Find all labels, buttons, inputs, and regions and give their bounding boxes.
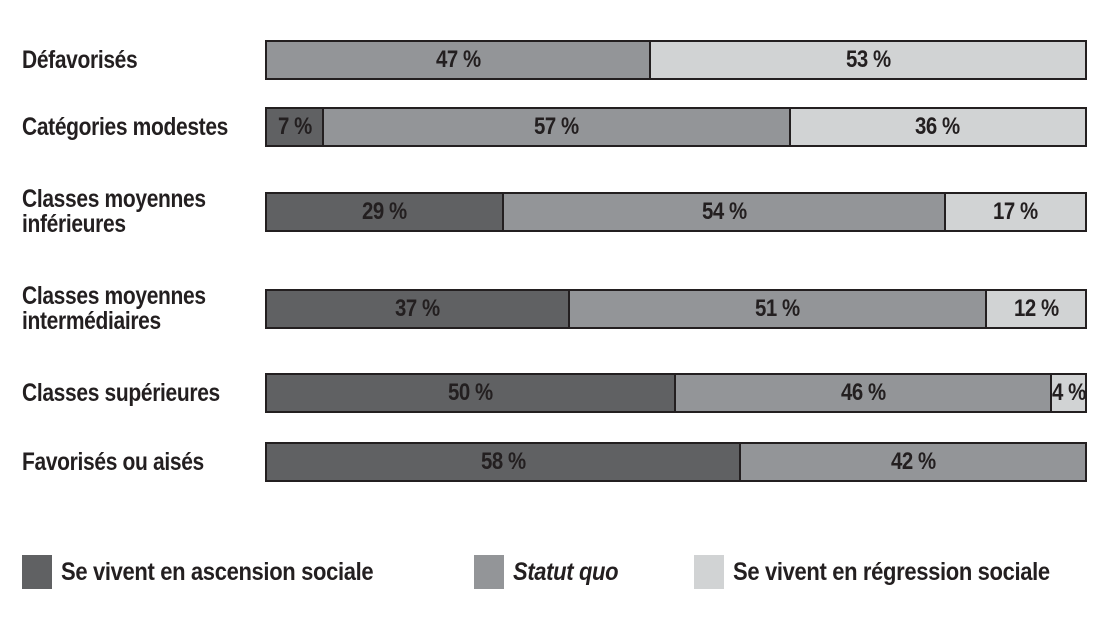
bar-segment-statut-quo: 42 % — [741, 444, 1085, 480]
chart-row: Classes supérieures 50 % 46 % 4 % — [0, 373, 1114, 413]
legend-label: Se vivent en régression sociale — [733, 557, 1050, 586]
chart-row: Défavorisés 47 % 53 % — [0, 40, 1114, 80]
segment-value-label: 54 % — [701, 198, 747, 225]
segment-value-label: 47 % — [435, 46, 481, 73]
chart-row: Catégories modestes 7 % 57 % 36 % — [0, 107, 1114, 147]
segment-value-label: 51 % — [754, 295, 800, 322]
legend-swatch-ascension — [22, 555, 52, 589]
bar-segment-statut-quo: 47 % — [267, 42, 652, 78]
category-label: Classes supérieures — [22, 373, 224, 413]
bar-segment-ascension: 7 % — [267, 109, 325, 145]
legend-swatch-regression — [694, 555, 724, 589]
chart-row: Favorisés ou aisés 58 % 42 % — [0, 442, 1114, 482]
segment-value-label: 58 % — [480, 448, 526, 475]
legend-item: Se vivent en ascension sociale — [22, 554, 416, 590]
segment-value-label: 12 % — [1013, 295, 1059, 322]
segment-value-label: 29 % — [362, 198, 408, 225]
stacked-bar: 37 % 51 % 12 % — [265, 289, 1087, 329]
category-label: Catégories modestes — [22, 107, 229, 147]
segment-value-label: 36 % — [915, 113, 961, 140]
category-label-line: Classes supérieures — [22, 378, 220, 407]
category-label: Favorisés ou aisés — [22, 442, 224, 482]
segment-value-label: 17 % — [993, 198, 1038, 225]
legend-item: Statut quo — [474, 554, 633, 590]
stacked-bar: 47 % 53 % — [265, 40, 1087, 80]
legend-label: Se vivent en ascension sociale — [61, 557, 374, 586]
bar-segment-statut-quo: 46 % — [676, 375, 1053, 411]
legend-label: Statut quo — [513, 557, 619, 586]
bar-segment-regression: 12 % — [986, 291, 1085, 327]
bar-segment-statut-quo: 57 % — [324, 109, 791, 145]
bar-segment-regression: 36 % — [790, 109, 1085, 145]
category-label: Défavorisés — [22, 40, 224, 80]
category-label-line: Catégories modestes — [22, 112, 229, 141]
category-label-line: Défavorisés — [22, 45, 138, 74]
bar-segment-ascension: 50 % — [267, 375, 676, 411]
stacked-bar: 7 % 57 % 36 % — [265, 107, 1087, 147]
category-label-line: Classes moyennes — [22, 282, 206, 310]
segment-value-label: 57 % — [533, 113, 579, 140]
bar-segment-statut-quo: 54 % — [504, 194, 946, 230]
bar-segment-regression: 17 % — [945, 194, 1085, 230]
category-label-line: Classes moyennes — [22, 185, 206, 213]
bar-segment-ascension: 58 % — [267, 444, 742, 480]
segment-value-label: 53 % — [845, 46, 891, 73]
segment-value-label: 7 % — [277, 113, 312, 140]
bar-segment-regression: 4 % — [1051, 375, 1086, 411]
category-label-line: intermédiaires — [22, 307, 161, 335]
segment-value-label: 46 % — [840, 379, 886, 406]
legend-swatch-statut-quo — [474, 555, 504, 589]
legend-item: Se vivent en régression sociale — [694, 554, 1093, 590]
bar-segment-regression: 53 % — [651, 42, 1085, 78]
bar-segment-ascension: 29 % — [267, 194, 505, 230]
bar-segment-ascension: 37 % — [267, 291, 570, 327]
chart-row: Classes moyennes intermédiaires 37 % 51 % 12… — [0, 284, 1114, 334]
segment-value-label: 4 % — [1051, 379, 1086, 406]
segment-value-label: 50 % — [448, 379, 493, 406]
category-label: Classes moyennes intermédiaires — [22, 284, 224, 334]
segment-value-label: 42 % — [890, 448, 936, 475]
stacked-bar: 50 % 46 % 4 % — [265, 373, 1087, 413]
category-label: Classes moyennes inférieures — [22, 187, 224, 237]
chart-row: Classes moyennes inférieures 29 % 54 % 17 % — [0, 187, 1114, 237]
stacked-bar: 58 % 42 % — [265, 442, 1087, 482]
category-label-line: inférieures — [22, 210, 126, 238]
segment-value-label: 37 % — [394, 295, 440, 322]
bar-segment-statut-quo: 51 % — [569, 291, 987, 327]
category-label-line: Favorisés ou aisés — [22, 447, 204, 476]
stacked-bar: 29 % 54 % 17 % — [265, 192, 1087, 232]
